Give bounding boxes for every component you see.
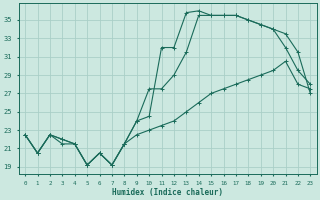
X-axis label: Humidex (Indice chaleur): Humidex (Indice chaleur) xyxy=(112,188,223,197)
